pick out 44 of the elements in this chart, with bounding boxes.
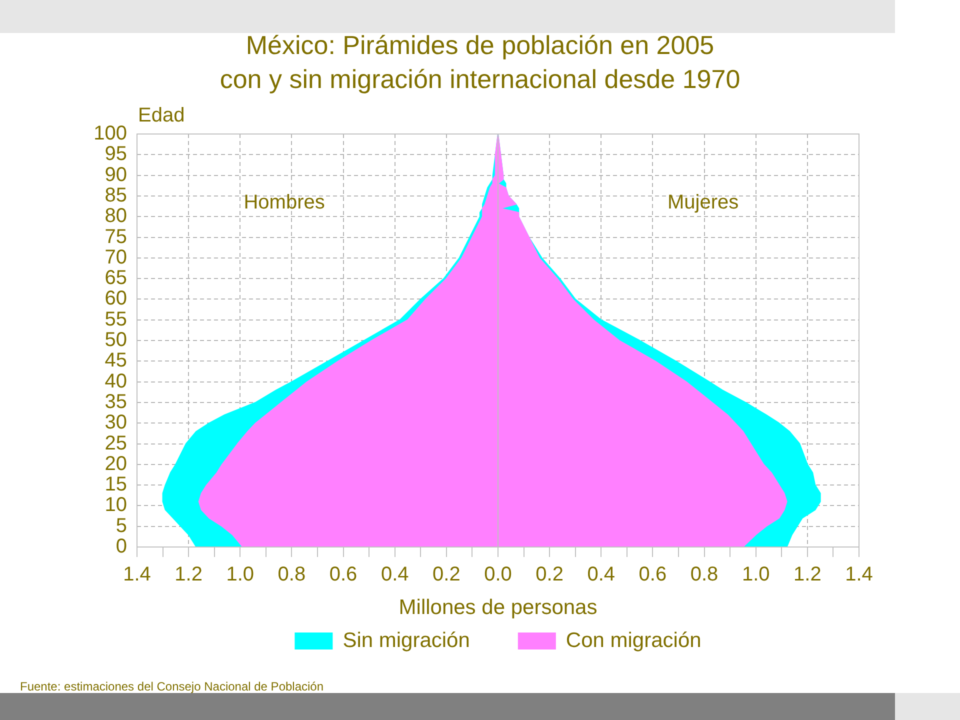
legend-label: Con migración [566,628,702,652]
x-tick-label: 0.6 [329,564,358,586]
x-tick-label: 0.8 [278,564,306,586]
y-tick-label: 0 [116,536,127,558]
x-tick-label: 1.2 [794,564,822,586]
y-tick-label: 25 [104,432,127,454]
y-tick-label: 40 [104,370,127,392]
annotation: Mujeres [667,191,739,214]
y-tick-label: 35 [104,390,127,413]
x-tick-label: 1.2 [174,564,202,586]
y-tick-label: 65 [104,267,127,290]
y-tick-label: 20 [104,452,127,475]
y-tick-label: 55 [104,308,127,330]
annotation: Hombres [244,191,325,214]
legend-label: Sin migración [342,628,470,652]
x-tick-label: 1.0 [226,564,254,586]
y-tick-label: 10 [104,494,127,516]
x-tick-label: 0.8 [690,564,718,586]
x-tick-label: 1.4 [123,564,151,586]
x-tick-label: 0.4 [380,564,409,586]
y-tick-label: 85 [104,184,127,206]
source-note: Fuente: estimaciones del Consejo Nacional de Población [20,679,324,694]
y-tick-label: 90 [104,164,127,186]
x-tick-label: 1.0 [742,564,770,586]
y-tick-label: 95 [104,143,127,166]
y-tick-label: 80 [104,205,127,228]
y-tick-label: 30 [104,412,127,434]
y-tick-label: 70 [104,246,127,268]
chart-title: México: Pirámides de población en 2005 con y sin migración internacional desde 1970 [220,30,740,94]
x-tick-label: 0.4 [587,564,616,586]
y-tick-label: 75 [104,226,127,248]
y-tick-label: 5 [116,514,127,537]
x-axis-title: Millones de personas [398,596,598,620]
y-tick-label: 50 [104,329,127,352]
x-tick-label: 0.0 [484,564,512,586]
y-tick-label: 15 [104,474,127,496]
y-tick-label: 45 [104,350,127,372]
y-tick-label: 60 [104,288,127,310]
x-tick-label: 0.2 [432,564,460,586]
y-axis-title: Edad [138,104,185,127]
y-tick-label: 100 [94,122,127,145]
x-tick-label: 0.2 [536,564,564,586]
x-tick-label: 1.4 [845,564,873,586]
x-tick-label: 0.6 [638,564,667,586]
